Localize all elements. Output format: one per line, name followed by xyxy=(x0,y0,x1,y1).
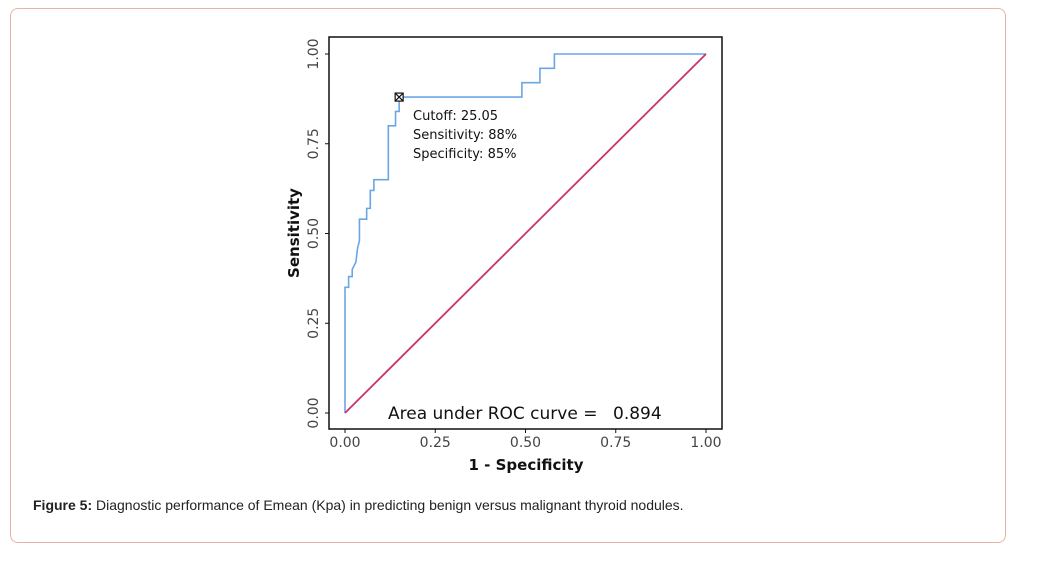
figure-caption: Figure 5: Diagnostic performance of Emea… xyxy=(33,497,684,513)
y-tick-label: 0.75 xyxy=(306,128,322,159)
x-tick-label: 0.75 xyxy=(600,435,631,451)
annotation-cutoff: Cutoff: 25.05 xyxy=(413,109,498,124)
y-axis-label: Sensitivity xyxy=(285,188,303,278)
y-tick-label: 0.50 xyxy=(306,218,322,249)
annotation-specificity: Specificity: 85% xyxy=(413,147,516,162)
caption-text: Diagnostic performance of Emean (Kpa) in… xyxy=(92,497,683,513)
x-tick-label: 0.50 xyxy=(510,435,541,451)
auc-label: Area under ROC curve = xyxy=(388,404,597,424)
x-tick-label: 0.00 xyxy=(329,435,360,451)
x-tick-label: 0.25 xyxy=(420,435,451,451)
x-tick-label: 1.00 xyxy=(690,435,721,451)
auc-value: 0.894 xyxy=(613,404,662,424)
plot-area: 0.00 0.25 0.50 0.75 1.00 0.00 0.25 0.50 0.75 1.00 xyxy=(306,37,722,451)
y-tick-label: 0.25 xyxy=(306,308,322,339)
y-tick-label: 0.00 xyxy=(306,397,322,428)
y-tick-label: 1.00 xyxy=(306,38,322,69)
roc-chart: 0.00 0.25 0.50 0.75 1.00 0.00 0.25 0.50 0.75 1.00… xyxy=(0,0,1057,570)
annotation-sensitivity: Sensitivity: 88% xyxy=(413,128,517,143)
x-axis-label: 1 - Specificity xyxy=(469,456,584,474)
caption-label: Figure 5: xyxy=(33,497,92,513)
